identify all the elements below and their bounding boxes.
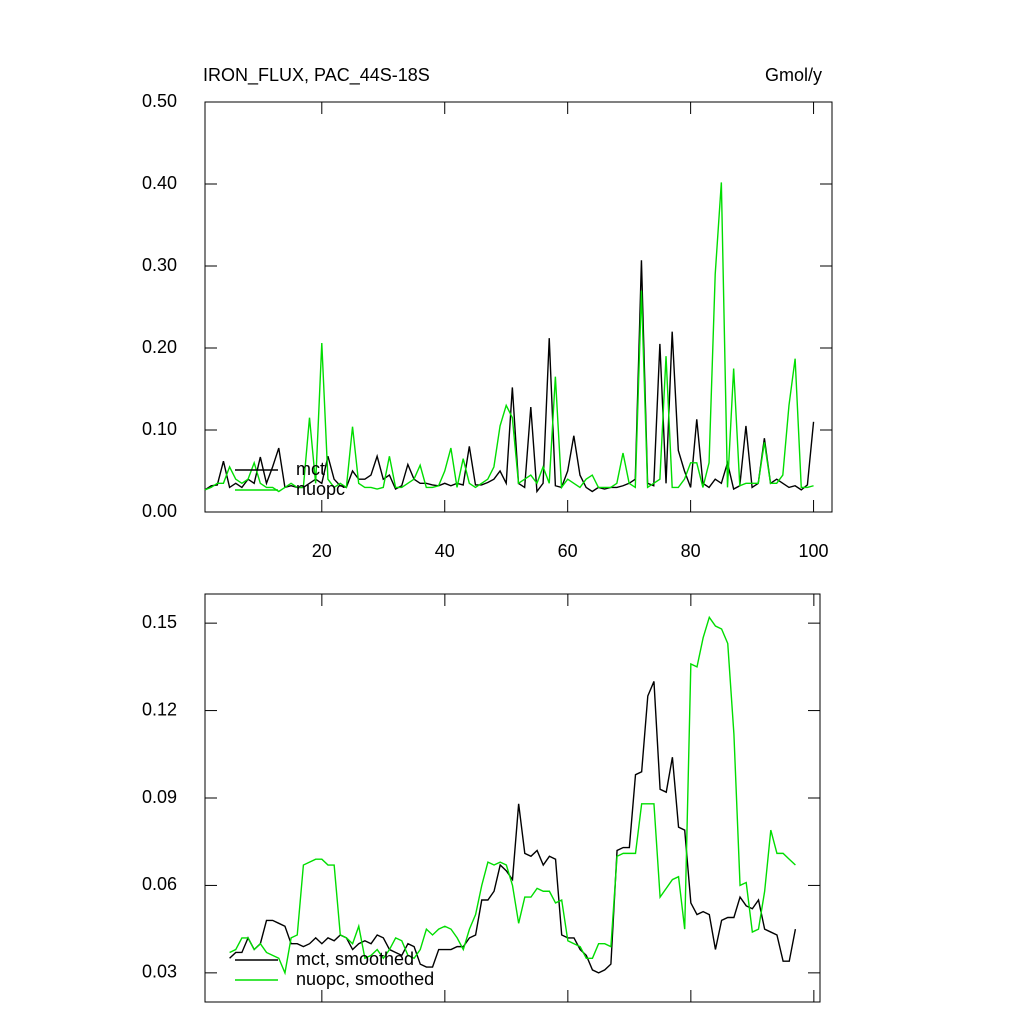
legend-label: mct, smoothed xyxy=(296,949,414,969)
y-tick-label: 0.00 xyxy=(142,501,177,521)
plot-frame xyxy=(204,593,821,1003)
x-tick-label: 100 xyxy=(799,541,829,561)
chart-title: IRON_FLUX, PAC_44S-18S xyxy=(203,65,430,86)
y-tick-label: 0.50 xyxy=(142,91,177,111)
y-tick-label: 0.03 xyxy=(142,962,177,982)
data-line xyxy=(229,681,797,974)
y-tick-label: 0.40 xyxy=(142,173,177,193)
data-line xyxy=(229,615,796,976)
x-tick-label: 80 xyxy=(681,541,701,561)
legend-label: nuopc xyxy=(296,479,345,499)
y-tick-label: 0.09 xyxy=(142,787,177,807)
x-tick-label: 60 xyxy=(558,541,578,561)
legend-label: mct xyxy=(296,459,325,479)
data-line xyxy=(204,260,815,494)
units-label: Gmol/y xyxy=(765,65,822,85)
plot-frame xyxy=(204,101,833,513)
data-line xyxy=(204,182,814,493)
x-tick-label: 20 xyxy=(312,541,332,561)
legend-label: nuopc, smoothed xyxy=(296,969,434,989)
x-tick-label: 40 xyxy=(435,541,455,561)
y-tick-label: 0.06 xyxy=(142,874,177,894)
y-tick-label: 0.10 xyxy=(142,419,177,439)
y-tick-label: 0.30 xyxy=(142,255,177,275)
y-tick-label: 0.20 xyxy=(142,337,177,357)
y-tick-label: 0.12 xyxy=(142,699,177,719)
y-tick-label: 0.15 xyxy=(142,612,177,632)
